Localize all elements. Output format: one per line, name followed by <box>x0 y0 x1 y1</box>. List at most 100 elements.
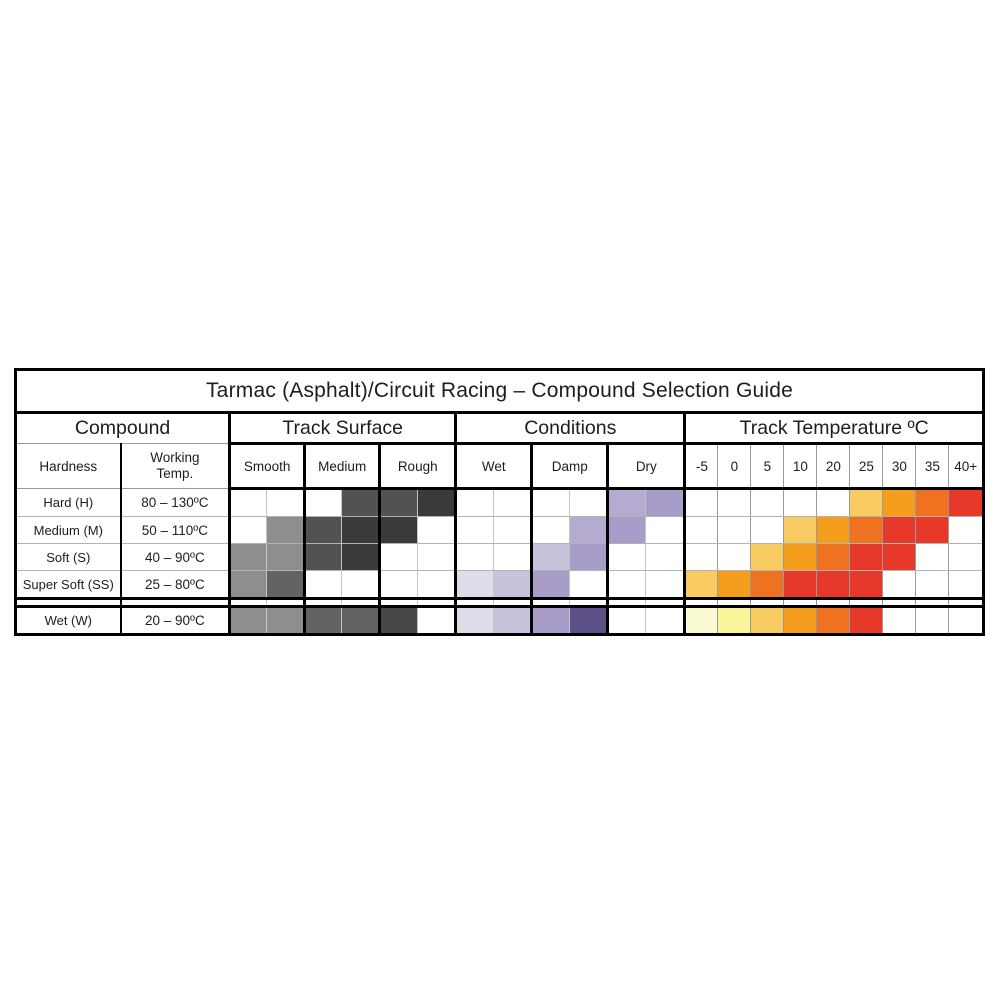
condition-cell <box>455 516 495 544</box>
surface-cell <box>341 516 382 544</box>
separator-cell <box>569 597 610 608</box>
surface-cell <box>417 570 458 599</box>
surface-cell <box>229 606 268 635</box>
temperature-cell <box>882 543 917 571</box>
temperature-cell <box>717 488 752 517</box>
separator-cell <box>266 597 307 608</box>
separator-cell <box>684 597 719 608</box>
surface-cell <box>341 570 382 599</box>
table-row: Wet (W) 20 – 90ºC <box>15 606 984 635</box>
condition-cell <box>493 516 534 544</box>
temperature-cell <box>849 606 884 635</box>
temperature-cell <box>816 606 851 635</box>
surface-cell <box>266 543 307 571</box>
row-label-hardness: Hard (H) <box>15 488 122 517</box>
header-smooth: Smooth <box>229 443 307 490</box>
separator-cell <box>783 597 818 608</box>
condition-cell <box>569 516 610 544</box>
header-hardness: Hardness <box>15 443 122 489</box>
condition-cell <box>569 570 610 599</box>
temp-tick: 30 <box>882 443 917 490</box>
separator-cell <box>717 597 752 608</box>
row-label-hardness: Wet (W) <box>15 606 122 635</box>
temperature-cell <box>816 516 851 544</box>
condition-cell <box>645 570 687 599</box>
condition-cell <box>455 488 495 517</box>
temperature-cell <box>783 488 818 517</box>
header-wet: Wet <box>455 443 534 490</box>
temperature-cell <box>750 606 785 635</box>
row-label-hardness: Soft (S) <box>15 543 122 571</box>
surface-cell <box>417 606 458 635</box>
header-medium: Medium <box>304 443 382 490</box>
temperature-cell <box>783 543 818 571</box>
temperature-cell <box>816 488 851 517</box>
table-title: Tarmac (Asphalt)/Circuit Racing – Compou… <box>15 369 984 414</box>
condition-cell <box>569 543 610 571</box>
separator-cell <box>531 597 571 608</box>
table-row: Medium (M) 50 – 110ºC <box>15 516 984 544</box>
header-dry: Dry <box>607 443 687 490</box>
temperature-cell <box>717 543 752 571</box>
separator-row <box>15 597 984 608</box>
temperature-cell <box>882 570 917 599</box>
sub-header-row: Hardness Working Temp. Smooth Medium Rou… <box>15 443 984 490</box>
temperature-cell <box>717 516 752 544</box>
surface-cell <box>379 606 419 635</box>
temperature-cell <box>684 516 719 544</box>
temp-tick: -5 <box>684 443 719 490</box>
separator-cell <box>849 597 884 608</box>
temperature-cell <box>915 488 950 517</box>
temperature-cell <box>915 606 950 635</box>
temperature-cell <box>849 570 884 599</box>
condition-cell <box>607 516 647 544</box>
temperature-cell <box>684 488 719 517</box>
surface-cell <box>379 488 419 517</box>
temperature-cell <box>717 570 752 599</box>
condition-cell <box>531 570 571 599</box>
header-working-temp: Working Temp. <box>120 443 232 489</box>
condition-cell <box>531 543 571 571</box>
condition-cell <box>645 516 687 544</box>
surface-cell <box>417 516 458 544</box>
surface-cell <box>417 488 458 517</box>
row-label-hardness: Medium (M) <box>15 516 122 544</box>
separator-cell <box>341 597 382 608</box>
surface-cell <box>304 543 343 571</box>
temperature-cell <box>684 570 719 599</box>
condition-cell <box>455 606 495 635</box>
temp-tick: 5 <box>750 443 785 490</box>
separator-cell <box>15 597 122 608</box>
surface-cell <box>304 488 343 517</box>
surface-cell <box>229 516 268 544</box>
separator-cell <box>750 597 785 608</box>
temp-tick: 10 <box>783 443 818 490</box>
temperature-cell <box>750 543 785 571</box>
surface-cell <box>229 543 268 571</box>
condition-cell <box>493 488 534 517</box>
table-row: Super Soft (SS) 25 – 80ºC <box>15 570 984 599</box>
surface-cell <box>229 570 268 599</box>
temperature-cell <box>948 516 984 544</box>
temperature-cell <box>882 516 917 544</box>
temperature-cell <box>816 570 851 599</box>
separator-cell <box>417 597 458 608</box>
separator-cell <box>915 597 950 608</box>
temperature-cell <box>750 516 785 544</box>
temperature-cell <box>948 543 984 571</box>
temperature-cell <box>783 516 818 544</box>
surface-cell <box>379 543 419 571</box>
condition-cell <box>569 488 610 517</box>
row-working-temp: 80 – 130ºC <box>120 488 232 517</box>
temperature-cell <box>750 488 785 517</box>
row-working-temp: 40 – 90ºC <box>120 543 232 571</box>
temperature-cell <box>882 606 917 635</box>
condition-cell <box>531 606 571 635</box>
separator-cell <box>607 597 647 608</box>
temperature-cell <box>717 606 752 635</box>
separator-cell <box>455 597 495 608</box>
temperature-cell <box>684 606 719 635</box>
condition-cell <box>455 543 495 571</box>
temperature-cell <box>948 570 984 599</box>
separator-cell <box>120 597 232 608</box>
